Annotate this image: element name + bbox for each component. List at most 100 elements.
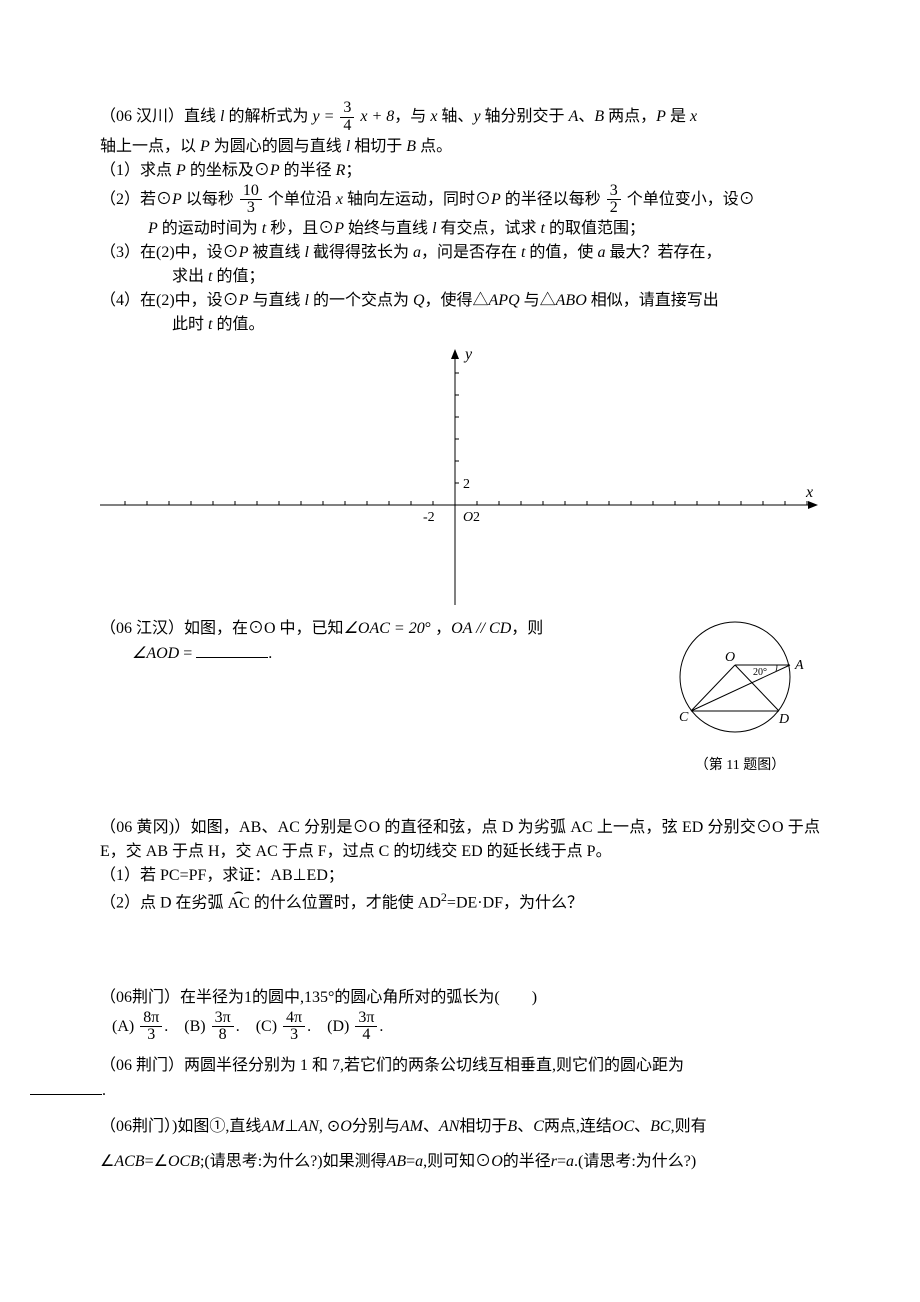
ABO: ABO (556, 292, 587, 309)
q4-block: （06荆门）在半径为1的圆中,135°的圆心角所对的弧长为( ) (A) 8π3… (100, 986, 820, 1045)
AM: AM (261, 1118, 284, 1135)
p2-frac2: 32 (607, 183, 621, 218)
BC6: BC (650, 1118, 670, 1135)
svg-text:2: 2 (473, 510, 480, 525)
p2l2b: 秒，且⊙ (266, 220, 334, 237)
q1-part3-l2: 求出 t 的值； (100, 265, 820, 289)
P2: P (200, 138, 210, 155)
optB-frac: 3π8 (212, 1010, 234, 1045)
eq2: = (406, 1153, 415, 1170)
optA-frac: 8π3 (140, 1010, 162, 1045)
Cn: 4π (283, 1010, 305, 1028)
q3-stem: （06 黄冈)）如图，AB、AC 分别是⊙O 的直径和弦，点 D 为劣弧 AC … (100, 816, 820, 864)
q2-blank[interactable] (196, 641, 268, 658)
d4: . (379, 1017, 383, 1034)
q3p2c: =DE·DF，为什么？ (447, 895, 583, 912)
p4e: 与△ (520, 292, 556, 309)
f1n: 10 (240, 183, 262, 201)
p4d: ，使得△ (425, 292, 489, 309)
p4a: 在(2)中，设⊙ (140, 292, 239, 309)
q2-figure: 20° O A C D （第 11 题图） (660, 617, 820, 776)
optC-label: (C) (256, 1017, 277, 1034)
p2b: 以每秒 (182, 191, 238, 208)
aod: ∠AOD (132, 645, 179, 662)
q6l2i: ,则可知⊙ (423, 1153, 491, 1170)
oacd: OA // CD (451, 620, 511, 637)
q2c: ，则 (511, 620, 543, 637)
lbl-A: A (794, 658, 804, 673)
ACB: ACB (114, 1153, 144, 1170)
q3-p2: （2）点 D 在劣弧 AC 的什么位置时，才能使 AD2=DE·DF，为什么？ (100, 888, 820, 915)
APQ: APQ (489, 292, 520, 309)
AN: AN (298, 1118, 318, 1135)
q2-row: （06 江汉）如图，在⊙O 中，已知∠OAC = 20° ，OA // CD，则… (100, 617, 820, 776)
optC-frac: 4π3 (283, 1010, 305, 1045)
coord-svg: O-222xy (100, 345, 820, 605)
B6: B (507, 1118, 517, 1135)
Q: Q (413, 292, 425, 309)
p2l2a: 的运动时间为 (158, 220, 262, 237)
q1-stem-line1: （06 汉川）直线 l 的解析式为 y = 34 x + 8，与 x 轴、y 轴… (100, 100, 820, 135)
q1-part1: （1）求点 P 的坐标及⊙P 的半径 R； (100, 159, 820, 183)
q6l2e: ;(请思考:为什么?)如果测得 (200, 1153, 387, 1170)
q1-part3-l1: （3）在(2)中，设⊙P 被直线 l 截得得弦长为 a，问是否存在 t 的值，使… (100, 241, 820, 265)
q6g: 分别与 (352, 1118, 400, 1135)
eq3: = (557, 1153, 566, 1170)
P6: P (491, 191, 501, 208)
q2a: （06 江汉）如图，在⊙O 中，已知 (100, 620, 344, 637)
P8: P (334, 220, 344, 237)
R: R (336, 162, 346, 179)
q4-options: (A) 8π3. (B) 3π8. (C) 4π3. (D) 3π4. (100, 1010, 820, 1045)
q2-caption: （第 11 题图） (660, 755, 820, 776)
deg: ° (425, 620, 431, 637)
q5-blank[interactable] (30, 1078, 102, 1095)
q2ang: ∠OAC = 20 (344, 620, 425, 637)
q6a: （06荆门）)如图①,直线 (100, 1118, 261, 1135)
svg-text:-2: -2 (423, 510, 435, 525)
q5-stem: （06 荆门）两圆半径分别为 1 和 7,若它们的两条公切线互相垂直,则它们的圆… (100, 1054, 820, 1078)
l2a: 轴上一点，以 (100, 138, 200, 155)
p3l2b: 的值； (212, 268, 264, 285)
p2-label: （2） (100, 191, 140, 208)
q6-line1: （06荆门）)如图①,直线AM⊥AN, ⊙O分别与AM、AN相切于B、C两点,连… (100, 1109, 820, 1144)
t2: ，与 (394, 108, 430, 125)
dot: . (268, 645, 272, 662)
a62: a (566, 1153, 574, 1170)
OC6: OC (612, 1118, 634, 1135)
Ad: 3 (140, 1027, 162, 1044)
q5dot: . (102, 1082, 106, 1099)
lbl-D: D (778, 712, 789, 727)
q1-source: （06 汉川）直线 (100, 108, 220, 125)
p1d: ； (345, 162, 361, 179)
perp: ⊥ (284, 1118, 298, 1135)
line-OC (691, 665, 735, 711)
p2d: 轴向左运动，同时⊙ (343, 191, 491, 208)
P4: P (270, 162, 280, 179)
q6-line2: ∠ACB=∠OCB;(请思考:为什么?)如果测得AB=a,则可知⊙O的半径r=a… (100, 1144, 820, 1179)
P-var: P (656, 108, 666, 125)
P5: P (172, 191, 182, 208)
Dd: 4 (355, 1027, 377, 1044)
svg-text:2: 2 (463, 477, 470, 492)
Cd: 3 (283, 1027, 305, 1044)
line-AC (691, 665, 790, 711)
page: （06 汉川）直线 l 的解析式为 y = 34 x + 8，与 x 轴、y 轴… (0, 0, 920, 1239)
q1-part2-l1: （2）若⊙P 以每秒 103 个单位沿 x 轴向左运动，同时⊙P 的半径以每秒 … (100, 183, 820, 218)
svg-text:O: O (463, 510, 473, 525)
d1: . (164, 1017, 168, 1034)
p3d: ，问是否存在 (421, 244, 521, 261)
t3: 轴、 (437, 108, 473, 125)
p2l2d: 有交点，试求 (437, 220, 541, 237)
q2-line2: ∠AOD = . (100, 641, 644, 666)
A-var: A (569, 108, 579, 125)
f2n: 3 (607, 183, 621, 201)
p1a: 求点 (140, 162, 176, 179)
angle-20: 20° (753, 667, 767, 678)
q1-part4-l1: （4）在(2)中，设⊙P 与直线 l 的一个交点为 Q，使得△APQ 与△ABO… (100, 289, 820, 313)
p1b: 的坐标及⊙ (186, 162, 270, 179)
p4b: 与直线 (248, 292, 304, 309)
p2e: 的半径以每秒 (501, 191, 605, 208)
l2c: 相切于 (350, 138, 406, 155)
d2: . (236, 1017, 240, 1034)
p3f: 最大？若存在， (605, 244, 721, 261)
